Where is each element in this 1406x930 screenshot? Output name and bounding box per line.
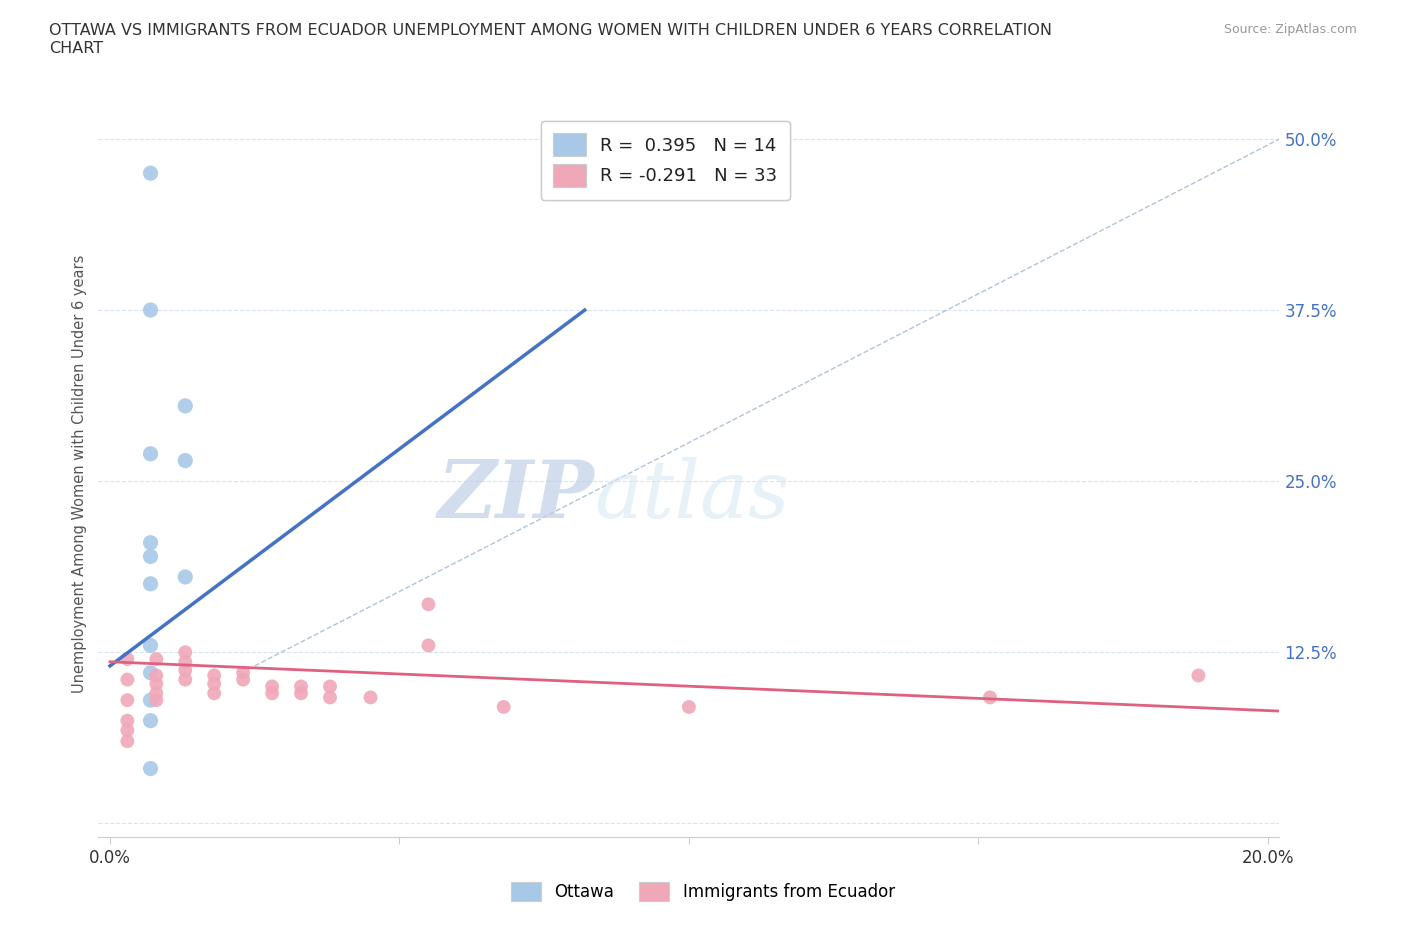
Text: ZIP: ZIP bbox=[437, 458, 595, 535]
Point bbox=[174, 398, 197, 413]
Point bbox=[492, 699, 515, 714]
Point bbox=[418, 638, 440, 653]
Point bbox=[202, 668, 225, 683]
Point bbox=[262, 679, 284, 694]
Point bbox=[202, 676, 225, 691]
Point bbox=[117, 734, 139, 749]
Point bbox=[174, 644, 197, 659]
Point bbox=[319, 690, 342, 705]
Point bbox=[360, 690, 382, 705]
Point bbox=[139, 713, 162, 728]
Text: atlas: atlas bbox=[595, 458, 790, 535]
Point bbox=[139, 166, 162, 180]
Point bbox=[117, 723, 139, 737]
Point bbox=[262, 685, 284, 700]
Point bbox=[139, 577, 162, 591]
Point bbox=[117, 652, 139, 667]
Point bbox=[139, 446, 162, 461]
Y-axis label: Unemployment Among Women with Children Under 6 years: Unemployment Among Women with Children U… bbox=[72, 255, 87, 694]
Point bbox=[139, 549, 162, 564]
Point bbox=[319, 679, 342, 694]
Point bbox=[174, 569, 197, 584]
Point bbox=[174, 662, 197, 677]
Point bbox=[290, 679, 312, 694]
Point bbox=[174, 672, 197, 687]
Point bbox=[174, 453, 197, 468]
Legend: Ottawa, Immigrants from Ecuador: Ottawa, Immigrants from Ecuador bbox=[505, 875, 901, 908]
Point bbox=[145, 652, 167, 667]
Point bbox=[678, 699, 700, 714]
Text: OTTAWA VS IMMIGRANTS FROM ECUADOR UNEMPLOYMENT AMONG WOMEN WITH CHILDREN UNDER 6: OTTAWA VS IMMIGRANTS FROM ECUADOR UNEMPL… bbox=[49, 23, 1052, 56]
Point bbox=[145, 668, 167, 683]
Point bbox=[979, 690, 1001, 705]
Point bbox=[1187, 668, 1209, 683]
Point bbox=[418, 597, 440, 612]
Point bbox=[117, 713, 139, 728]
Point bbox=[145, 685, 167, 700]
Point bbox=[174, 655, 197, 670]
Point bbox=[139, 638, 162, 653]
Text: Source: ZipAtlas.com: Source: ZipAtlas.com bbox=[1223, 23, 1357, 36]
Point bbox=[290, 685, 312, 700]
Point bbox=[145, 693, 167, 708]
Point bbox=[139, 536, 162, 551]
Point bbox=[139, 665, 162, 680]
Point bbox=[232, 665, 254, 680]
Point bbox=[139, 761, 162, 776]
Point bbox=[117, 672, 139, 687]
Point bbox=[145, 676, 167, 691]
Legend: R =  0.395   N = 14, R = -0.291   N = 33: R = 0.395 N = 14, R = -0.291 N = 33 bbox=[541, 121, 790, 200]
Point bbox=[139, 302, 162, 317]
Point bbox=[202, 685, 225, 700]
Point bbox=[117, 693, 139, 708]
Point bbox=[232, 672, 254, 687]
Point bbox=[139, 693, 162, 708]
